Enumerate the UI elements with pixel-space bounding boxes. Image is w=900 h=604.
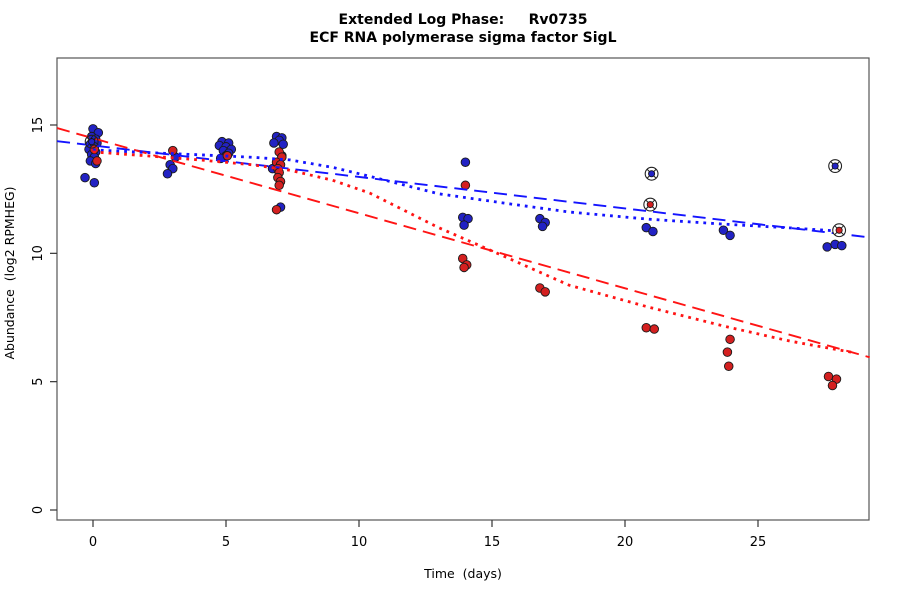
data-point-blue [80, 172, 90, 183]
data-point-blue [837, 240, 847, 251]
plot-area-box [56, 57, 870, 521]
data-point-blue [89, 177, 100, 188]
data-point-blue [269, 138, 279, 148]
data-point-red [827, 380, 838, 391]
y-tick-label: 10 [31, 245, 46, 262]
y-tick-label: 15 [31, 117, 46, 134]
data-point-blue [725, 230, 735, 241]
y-tick-label: 0 [31, 506, 46, 514]
flagged-point-dot [831, 162, 839, 170]
data-point-red [723, 361, 734, 372]
blue-linear-fit-line [56, 140, 870, 239]
data-point-blue [459, 220, 469, 230]
x-tick-label: 0 [89, 535, 97, 550]
x-tick-label: 25 [750, 535, 767, 550]
x-axis-label: Time (days) [423, 566, 502, 581]
data-point-blue [822, 242, 832, 252]
blue-smooth-fit-line [92, 148, 838, 233]
data-point-red [823, 371, 834, 382]
data-point-red [92, 156, 102, 166]
flagged-point-dot [88, 138, 96, 146]
data-point-red [459, 262, 469, 273]
data-point-red [725, 334, 735, 345]
plot-content: 0 5 10 15 20 25 0 5 10 15 [31, 117, 870, 550]
chart-title: Extended Log Phase: Rv0735 [339, 12, 588, 28]
y-axis-label: Abundance (log2 RPMHEG) [2, 186, 17, 359]
red-linear-fit-line [56, 127, 870, 359]
data-point-blue [718, 225, 729, 235]
flagged-point-dot [648, 170, 656, 178]
y-tick-label: 5 [31, 378, 46, 386]
flagged-point-ring [84, 134, 99, 149]
x-tick-label: 10 [351, 535, 368, 550]
data-point-red [641, 323, 652, 333]
data-point-red [722, 347, 733, 357]
red-smooth-fit-line [92, 150, 852, 354]
x-tick-label: 5 [222, 535, 230, 550]
x-tick-label: 20 [617, 535, 634, 550]
data-point-red [649, 324, 660, 334]
data-point-red [540, 287, 550, 297]
data-point-blue [648, 226, 658, 237]
data-point-blue [162, 169, 173, 179]
data-point-blue [460, 157, 471, 167]
chart-subtitle: ECF RNA polymerase sigma factor SigL [310, 30, 617, 46]
data-point-blue [537, 221, 548, 232]
x-tick-label: 15 [484, 535, 501, 550]
data-point-red [274, 180, 284, 191]
flagged-point-dot [835, 226, 843, 234]
data-point-blue [278, 139, 288, 149]
data-point-red [271, 204, 282, 215]
flagged-point-dot [646, 201, 654, 209]
